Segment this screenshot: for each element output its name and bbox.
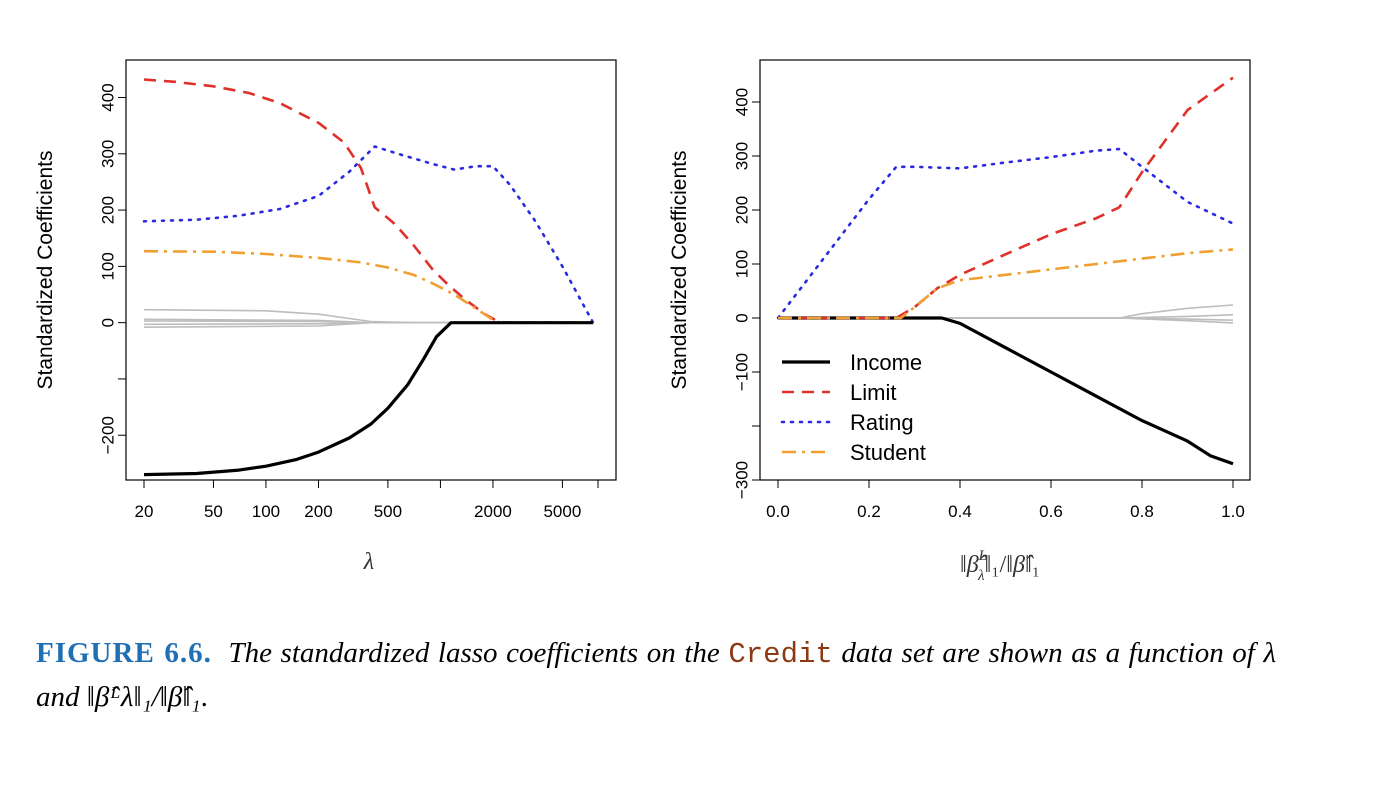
series-student-line: [778, 248, 1234, 320]
right-y-axis-title: Standardized Coefficients: [668, 151, 691, 390]
y-tick-label: 300: [99, 140, 118, 168]
x-tick-label: 200: [304, 502, 332, 521]
series-rating-line: [776, 147, 1235, 320]
series-other-gray-line: [778, 304, 1234, 319]
norm-mid: ‖₁/‖: [984, 552, 1013, 578]
x-tick-label: 1.0: [1221, 502, 1245, 521]
y-tick-label: −100: [733, 353, 752, 391]
y-tick-label: −200: [99, 416, 118, 454]
right-x-axis-title: ‖β̂L λ‖₁/‖β̂‖₁: [960, 548, 1040, 584]
x-tick-label: 0.2: [857, 502, 881, 521]
caption-end: .: [200, 681, 208, 713]
x-tick-label: 0.8: [1130, 502, 1154, 521]
y-tick-label: 100: [733, 250, 752, 278]
right-legend: Income Limit Rating Student: [780, 350, 926, 465]
left-plot-frame: [125, 59, 617, 481]
caption-text-2: data set are shown as a function of: [841, 637, 1255, 669]
y-tick-label: 300: [733, 142, 752, 170]
figure-caption: FIGURE 6.6. The standardized lasso coeff…: [36, 632, 1276, 718]
series-other-gray-line: [778, 317, 1234, 324]
norm-close: ‖₁: [1025, 552, 1040, 578]
x-tick-label: 0.6: [1039, 502, 1063, 521]
series-rating-line: [142, 145, 595, 325]
x-tick-label: 20: [135, 502, 154, 521]
right-x-axis: 0.0 0.2 0.4 0.6 0.8 1.0: [766, 479, 1245, 521]
y-tick-label: 200: [99, 196, 118, 224]
series-student-line: [143, 249, 594, 325]
left-x-axis-title: λ: [363, 549, 374, 575]
y-tick-label: −300: [733, 461, 752, 499]
series-income-line: [778, 316, 1234, 466]
x-tick-label: 0.0: [766, 502, 790, 521]
left-y-axis-title: Standardized Coefficients: [34, 151, 57, 390]
y-tick-label: 0: [99, 318, 118, 327]
legend-rating-label: Rating: [850, 410, 914, 435]
series-limit-line: [143, 78, 594, 325]
x-tick-label: 2000: [474, 502, 512, 521]
x-tick-label: 50: [204, 502, 223, 521]
figure-label: FIGURE 6.6.: [36, 637, 212, 669]
caption-and: and: [36, 681, 80, 713]
y-tick-label: 200: [733, 196, 752, 224]
series-income-line: [143, 321, 594, 477]
right-y-axis: −300 −100 0 100 200 300 400: [733, 88, 761, 499]
norm-sub: λ: [977, 568, 985, 584]
caption-text-1: The standardized lasso coefficients on t…: [228, 637, 720, 669]
x-tick-label: 100: [252, 502, 280, 521]
right-series-group: [776, 76, 1235, 466]
left-y-axis: −200 0 100 200 300 400: [99, 83, 127, 454]
left-series-group: [142, 78, 595, 477]
y-tick-label: 100: [99, 252, 118, 280]
caption-norm-ratio: ‖β̂ᴸλ‖₁/‖β̂‖₁: [86, 681, 201, 713]
y-tick-label: 400: [733, 88, 752, 116]
x-tick-label: 0.4: [948, 502, 972, 521]
norm-open: ‖: [960, 552, 967, 578]
y-tick-label: 0: [733, 313, 752, 322]
legend-limit-label: Limit: [850, 380, 896, 405]
norm-ratio-panel: −300 −100 0 100 200 300 400 0.0 0.2 0.4 0.6 0.8 1.0…: [668, 59, 1251, 584]
caption-dataset-name: Credit: [728, 638, 833, 671]
legend-income-label: Income: [850, 350, 922, 375]
left-x-axis: 20 50 100 200 500 2000 5000: [135, 479, 599, 521]
legend-student-label: Student: [850, 440, 926, 465]
series-limit-line: [778, 76, 1234, 320]
norm-sup: L: [978, 548, 987, 564]
y-tick-label: 400: [99, 83, 118, 111]
x-tick-label: 500: [374, 502, 402, 521]
x-tick-label: 5000: [543, 502, 581, 521]
caption-lambda: λ: [1263, 637, 1277, 669]
